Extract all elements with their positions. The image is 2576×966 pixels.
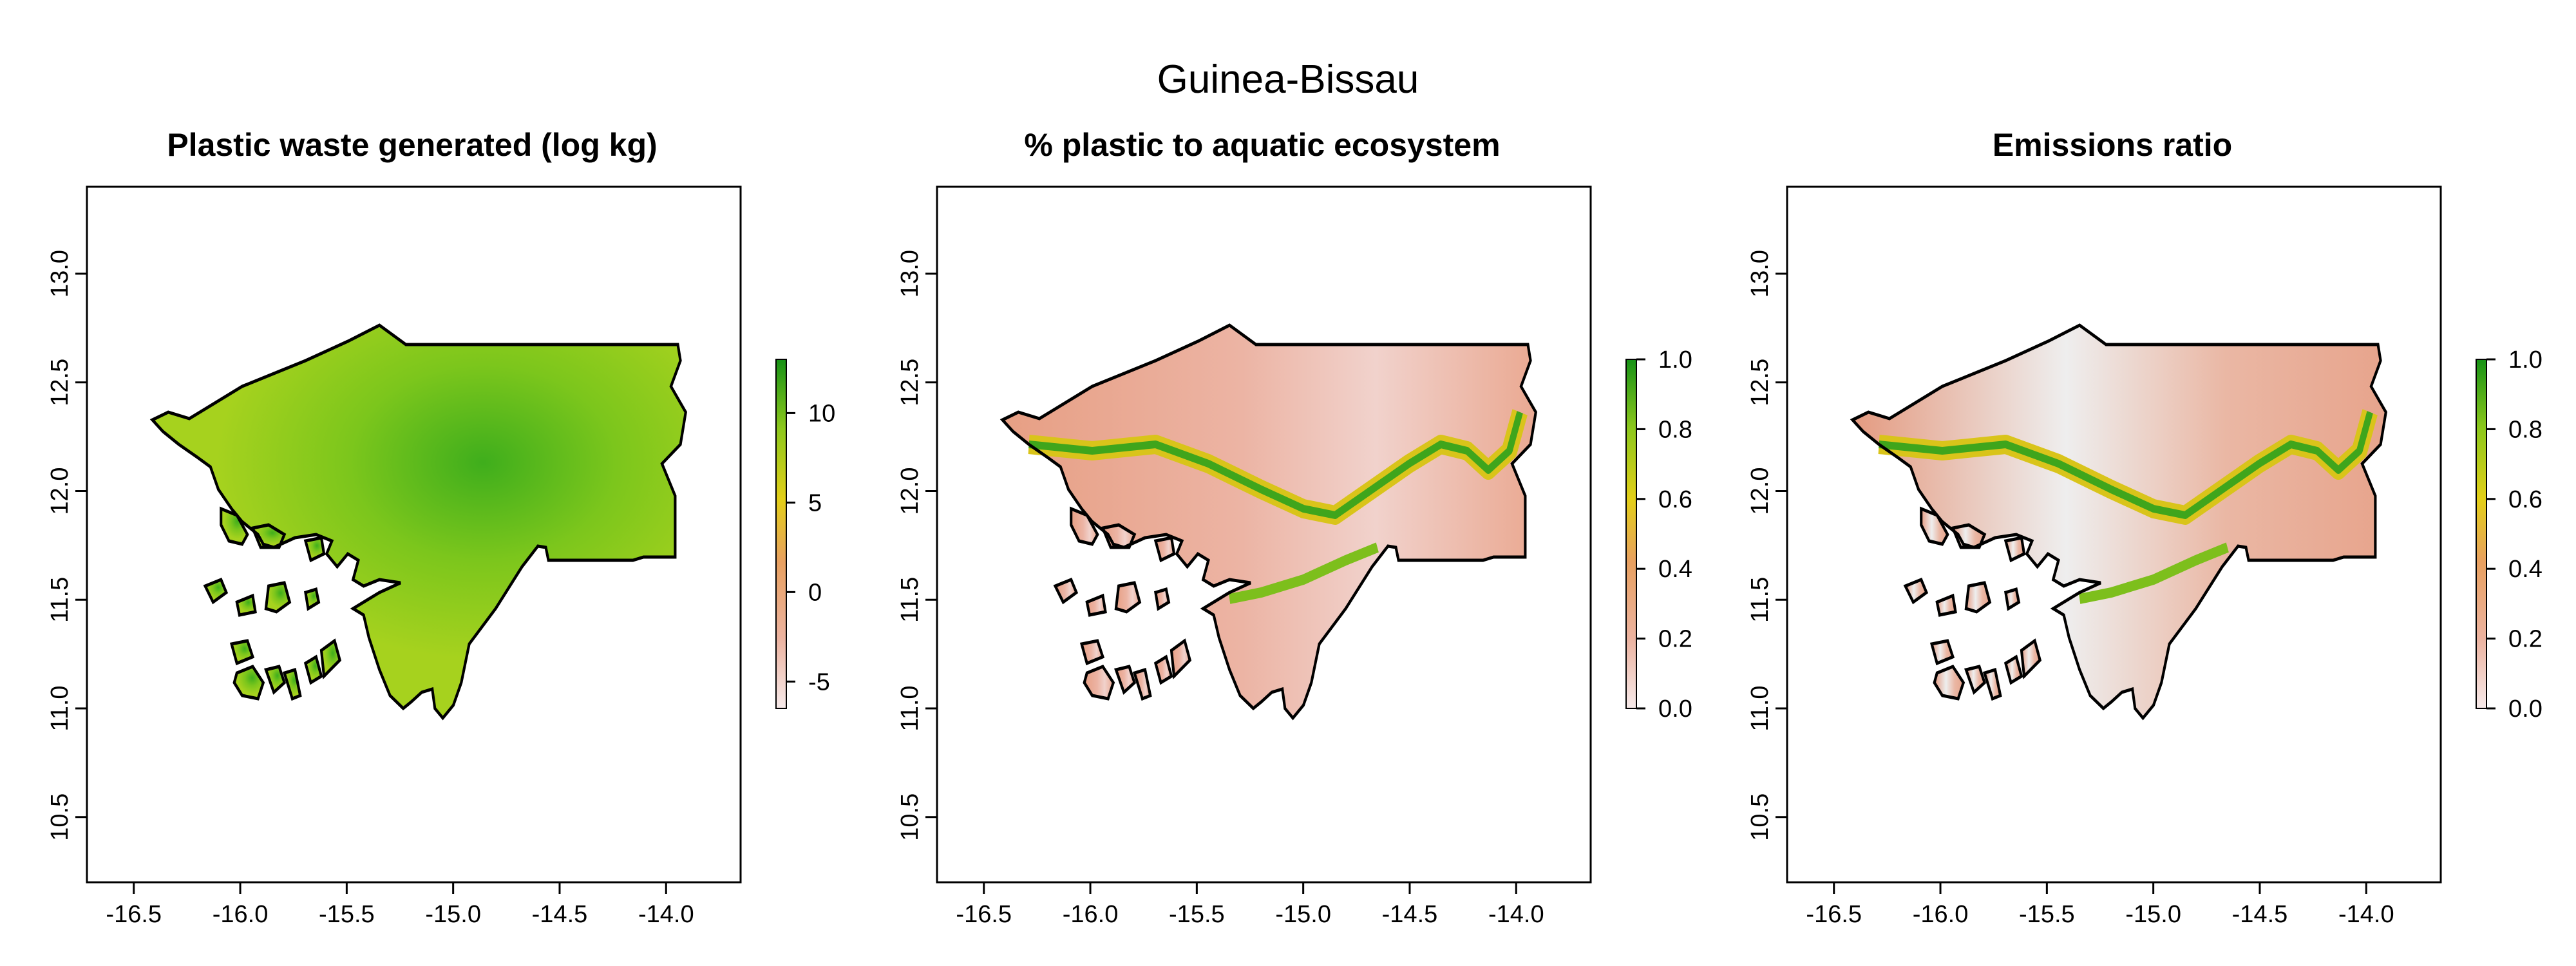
country-map — [153, 325, 686, 718]
x-tick-label: -15.0 — [2125, 901, 2181, 928]
river-south — [1229, 542, 1379, 604]
y-tick-label: 11.0 — [1747, 685, 1774, 731]
country-fill — [1852, 325, 2386, 718]
legend-tick-label: 0.8 — [1658, 416, 1692, 443]
x-tick-label: -15.5 — [2019, 901, 2075, 928]
legend-tick-label: 5 — [808, 489, 822, 516]
x-tick-label: -14.0 — [638, 901, 694, 928]
legend-tick-label: 1.0 — [2508, 346, 2543, 374]
x-tick-label: -14.0 — [2338, 901, 2394, 928]
x-tick-label: -15.5 — [319, 901, 375, 928]
y-tick-label: 12.5 — [46, 359, 73, 406]
y-tick-label: 11.0 — [896, 685, 923, 731]
legend-bar — [775, 359, 787, 709]
y-tick-label: 11.0 — [46, 685, 73, 731]
legend-colorbar: -5 0 5 10 — [775, 359, 835, 709]
y-tick-label: 12.0 — [896, 468, 923, 515]
figure-title: Guinea-Bissau — [1157, 57, 1419, 102]
legend-tick-label: 1.0 — [1658, 346, 1692, 374]
y-tick-label: 11.5 — [46, 577, 73, 623]
legend-tick-label: 0.4 — [1658, 556, 1692, 583]
country-fill — [152, 325, 686, 718]
river-core — [1028, 411, 1523, 519]
plot-frame — [1786, 185, 2442, 884]
legend-tick-label: 0.0 — [1658, 696, 1692, 723]
y-tick-label: 11.5 — [896, 577, 923, 623]
x-tick-label: -16.5 — [956, 901, 1012, 928]
x-tick-label: -14.5 — [532, 901, 588, 928]
plot-frame — [936, 185, 1592, 884]
legend-tick-label: 0.2 — [2508, 626, 2543, 653]
x-tick-label: -16.0 — [1063, 901, 1119, 928]
panel-title-aquatic: % plastic to aquatic ecosystem — [1024, 127, 1501, 163]
x-tick-label: -16.5 — [106, 901, 162, 928]
legend-colorbar: 0.0 0.2 0.4 0.6 0.8 1.0 — [2476, 346, 2543, 723]
legend-tick-label: 0.2 — [1658, 626, 1692, 653]
y-tick-label: 13.0 — [1747, 250, 1774, 298]
country-fill — [1002, 325, 1536, 718]
panel-title-waste: Plastic waste generated (log kg) — [167, 127, 658, 163]
river-south — [2079, 542, 2229, 604]
y-tick-label: 10.5 — [46, 793, 73, 841]
legend-tick-label: 0.6 — [2508, 486, 2543, 513]
river-core — [1879, 411, 2373, 519]
legend-bar — [2476, 359, 2487, 709]
map-panel-3: -16.5 -16.0 -15.5 -15.0 -14.5 -14.0 10.5 11.0 11… — [1747, 185, 2543, 928]
map-panel-2: -16.5 -16.0 -15.5 -15.0 -14.5 -14.0 10.5 11.0 11… — [896, 185, 1692, 928]
y-tick-label: 13.0 — [46, 250, 73, 298]
legend-colorbar: 0.0 0.2 0.4 0.6 0.8 1.0 — [1625, 346, 1692, 723]
y-tick-label: 12.0 — [46, 468, 73, 515]
y-tick-label: 12.5 — [1747, 359, 1774, 406]
x-tick-label: -14.0 — [1488, 901, 1544, 928]
panel-title-emissions: Emissions ratio — [1992, 127, 2233, 163]
x-tick-label: -16.0 — [1913, 901, 1969, 928]
country-map — [1003, 325, 1536, 718]
plot-frame — [86, 185, 742, 884]
x-tick-label: -16.5 — [1806, 901, 1862, 928]
x-tick-label: -16.0 — [213, 901, 269, 928]
y-tick-label: 10.5 — [896, 793, 923, 841]
legend-tick-label: 0.4 — [2508, 556, 2543, 583]
y-tick-label: 13.0 — [896, 250, 923, 298]
legend-tick-label: 0.6 — [1658, 486, 1692, 513]
y-tick-label: 12.5 — [896, 359, 923, 406]
legend-tick-label: 10 — [808, 400, 835, 427]
country-map — [1853, 325, 2386, 718]
x-tick-label: -15.0 — [1275, 901, 1331, 928]
y-tick-label: 12.0 — [1747, 468, 1774, 515]
map-panel-1: -16.5 -16.0 -15.5 -15.0 -14.5 -14.0 10.5 11.0 11… — [46, 185, 835, 928]
legend-tick-label: 0.8 — [2508, 416, 2543, 443]
x-tick-label: -14.5 — [2232, 901, 2288, 928]
legend-bar — [1625, 359, 1637, 709]
legend-tick-label: 0.0 — [2508, 696, 2543, 723]
legend-tick-label: 0 — [808, 579, 822, 606]
x-tick-label: -15.5 — [1169, 901, 1225, 928]
legend-tick-label: -5 — [808, 668, 830, 696]
y-tick-label: 11.5 — [1747, 577, 1774, 623]
x-tick-label: -15.0 — [425, 901, 481, 928]
y-tick-label: 10.5 — [1747, 793, 1774, 841]
x-tick-label: -14.5 — [1382, 901, 1438, 928]
